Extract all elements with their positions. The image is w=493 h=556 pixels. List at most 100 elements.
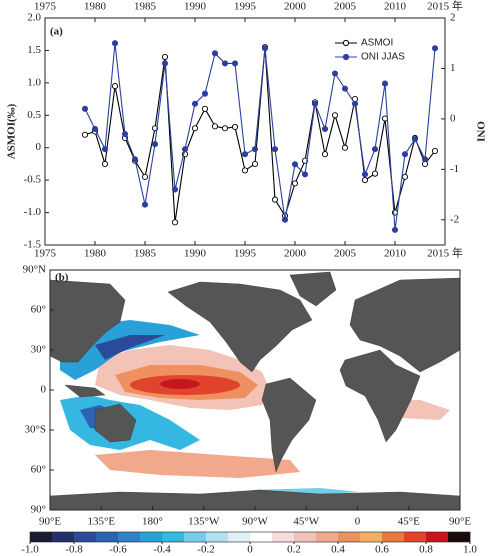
y-tick-label: 1.5: [27, 44, 41, 56]
y-tick-label: -1.5: [24, 239, 42, 251]
colorbar-tick-label: 0.8: [419, 544, 433, 556]
x-tick-label: 90°E: [449, 516, 471, 528]
legend-label: ASMOI: [361, 38, 393, 49]
series-point: [351, 100, 359, 107]
colorbar-bin: [96, 532, 119, 542]
land-east-asia: [49, 279, 126, 363]
x-tick-label-top: 1985: [134, 1, 157, 13]
legend-marker: [342, 39, 350, 47]
series-point: [211, 123, 219, 130]
colorbar-bin: [162, 532, 185, 542]
series-point: [131, 156, 139, 163]
x-tick-label: 2010: [384, 248, 407, 260]
series-point: [221, 125, 229, 132]
series-point: [241, 167, 249, 174]
series-point: [421, 156, 429, 163]
colorbar-bin: [448, 532, 471, 542]
series-point: [251, 146, 259, 153]
y-tick-label: 1.0: [27, 76, 41, 88]
x-tick-label: 45°E: [398, 516, 420, 528]
series-point: [291, 161, 299, 168]
x-tick-label-top: 1975: [34, 1, 57, 13]
y-axis-label: ASMOI(‰): [6, 103, 18, 159]
x-tick-label-top: 2010: [384, 1, 407, 13]
series-point: [181, 146, 189, 153]
y-tick-label: 30°S: [24, 424, 46, 436]
series-point: [371, 146, 379, 153]
y-tick-label: 90°N: [23, 264, 46, 276]
colorbar-tick-label: -1.0: [21, 544, 39, 556]
x-tick-label-top: 1995: [234, 1, 257, 13]
series-point: [321, 125, 329, 133]
series-point: [81, 105, 89, 112]
colorbar-tick-label: -0.6: [109, 544, 127, 556]
x-tick-label-top: 1990: [184, 1, 207, 13]
series-point: [231, 123, 239, 131]
series-point: [331, 112, 339, 119]
series-point: [401, 151, 409, 158]
series-point: [271, 196, 279, 203]
series-point: [231, 60, 239, 67]
anomaly-south-band: [95, 450, 300, 478]
land-south-america: [261, 377, 317, 473]
land-australia: [94, 403, 137, 443]
series-point: [311, 100, 319, 107]
x-tick-label: 180°: [142, 516, 163, 528]
colorbar-tick-label: -0.2: [197, 544, 214, 556]
land-africa: [339, 349, 421, 443]
series-point: [251, 160, 259, 167]
y2-tick-label: -2: [450, 213, 459, 225]
x-tick-label: 2000: [284, 248, 307, 260]
y2-axis-label: ONI: [474, 121, 486, 142]
anomaly-darkred: [160, 379, 200, 389]
legend-marker: [342, 53, 350, 61]
colorbar-bin: [228, 532, 251, 542]
colorbar-bin: [74, 532, 97, 542]
y2-tick-label: 2: [450, 12, 456, 24]
series-point: [211, 50, 219, 57]
x-tick-label: 135°E: [87, 516, 115, 528]
legend-label: ONI JJAS: [361, 52, 405, 63]
x-tick-label: 90°E: [39, 516, 61, 528]
series-point: [201, 90, 209, 97]
y-tick-label: 0: [36, 141, 42, 153]
y2-tick-label: 1: [450, 62, 456, 74]
series-point: [271, 146, 279, 153]
series-point: [91, 125, 99, 133]
x-tick-label: 1990: [184, 248, 207, 260]
series-point: [431, 147, 439, 155]
x-tick-label-top: 2005: [334, 1, 357, 13]
series-point: [191, 125, 199, 132]
colorbar-bin: [338, 532, 361, 542]
colorbar-bin: [426, 532, 449, 542]
series-point: [81, 131, 89, 138]
colorbar-tick-label: -0.4: [153, 544, 171, 556]
colorbar-bin: [382, 532, 405, 542]
colorbar-tick-label: -0.8: [65, 544, 83, 556]
series-point: [261, 45, 269, 52]
series-point: [161, 60, 169, 67]
series-point: [291, 180, 299, 187]
colorbar-tick-label: 0: [247, 544, 253, 556]
series-line: [84, 47, 436, 223]
x-tick-label: 1980: [84, 248, 107, 260]
x-tick-label: 135°W: [188, 516, 220, 528]
colorbar-bin: [140, 532, 163, 542]
colorbar-bin: [52, 532, 75, 542]
series-point: [161, 53, 169, 60]
anomaly-navy: [95, 335, 165, 360]
colorbar-tick-label: 1.0: [463, 544, 477, 556]
series-point: [371, 170, 379, 177]
y-tick-label: 0: [41, 384, 47, 396]
colorbar-bin: [250, 532, 273, 542]
y-tick-label: 2.0: [27, 12, 41, 24]
x-tick-label-top: 2015 年: [427, 0, 463, 13]
series-point: [101, 160, 109, 167]
y2-tick-label: 0: [450, 112, 456, 124]
x-tick-label: 0: [355, 516, 361, 528]
x-tick-label: 1985: [134, 248, 157, 260]
series-point: [171, 186, 179, 193]
y-tick-label: 0.5: [27, 109, 41, 121]
series-point: [111, 40, 119, 47]
